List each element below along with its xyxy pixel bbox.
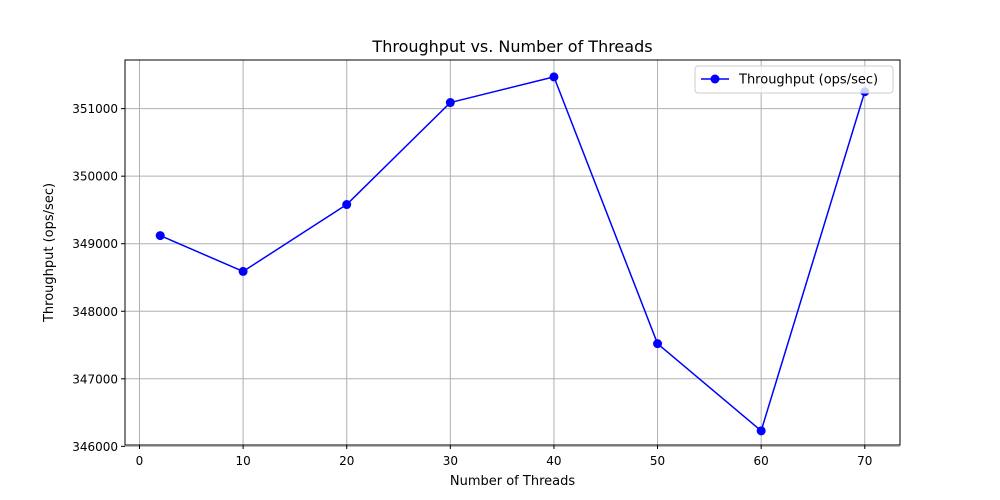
x-tick-label: 20 xyxy=(339,454,354,468)
plot-frame xyxy=(124,59,901,446)
data-point xyxy=(238,266,248,276)
series-line xyxy=(159,76,866,432)
x-tick-label: 30 xyxy=(443,454,458,468)
legend: Throughput (ops/sec) xyxy=(694,65,894,94)
y-tick-label: 346000 xyxy=(72,440,118,454)
x-tick-label: 0 xyxy=(136,454,144,468)
data-point xyxy=(549,72,559,82)
legend-entry-label: Throughput (ops/sec) xyxy=(738,73,878,88)
y-tick-label: 349000 xyxy=(72,237,118,251)
x-axis-label: Number of Threads xyxy=(450,474,575,489)
y-tick-label: 350000 xyxy=(72,170,118,184)
data-point xyxy=(756,426,766,436)
y-tick-label: 348000 xyxy=(72,305,118,319)
x-tick-label: 70 xyxy=(857,454,872,468)
y-tick-label: 351000 xyxy=(72,102,118,116)
data-point xyxy=(155,231,165,241)
x-tick-label: 10 xyxy=(235,454,250,468)
y-axis-label: Throughput (ops/sec) xyxy=(42,183,57,323)
x-tick-label: 50 xyxy=(650,454,665,468)
data-point xyxy=(342,200,352,210)
chart-title: Throughput vs. Number of Threads xyxy=(371,37,652,56)
x-axis-ticks: 0 10 20 30 40 50 60 70 xyxy=(136,445,872,468)
x-tick-label: 60 xyxy=(754,454,769,468)
legend-marker xyxy=(710,74,720,84)
data-point xyxy=(445,98,455,108)
data-point xyxy=(653,339,663,349)
x-tick-label: 40 xyxy=(546,454,561,468)
legend-box xyxy=(694,65,894,94)
grid xyxy=(125,60,900,447)
y-axis-ticks: 346000 347000 348000 349000 350000 351000 xyxy=(72,102,125,454)
y-tick-label: 347000 xyxy=(72,372,118,386)
